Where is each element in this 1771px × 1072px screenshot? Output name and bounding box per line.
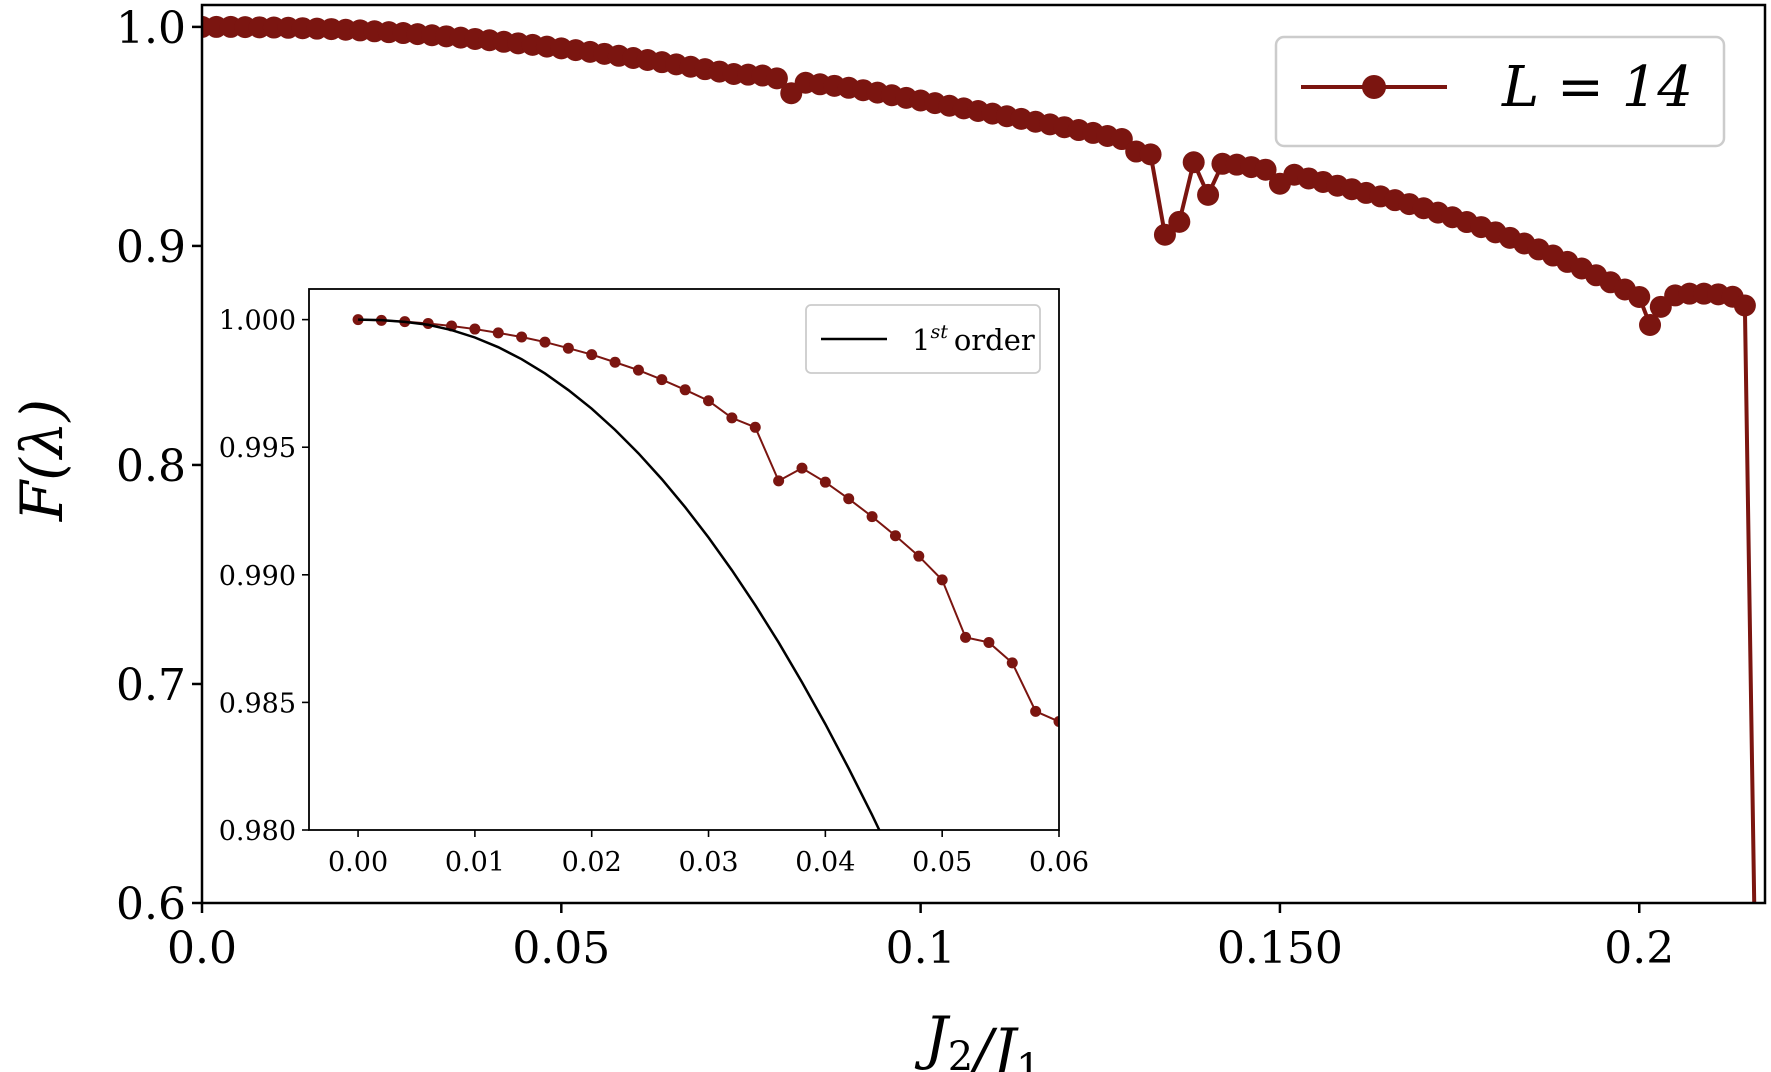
inset-data-point [773,475,785,487]
main-data-point [1110,128,1133,151]
inset-legend: 1st order [805,304,1041,374]
main-y-tick-label: 0.7 [116,660,186,711]
inset-first-order-line [358,318,881,830]
main-legend-box [1274,35,1726,148]
main-y-tick-label: 0.8 [116,441,186,492]
main-x-tick-label: 0.2 [1604,923,1674,974]
inset-data-point [843,493,855,505]
main-data-point [1153,223,1176,246]
inset-data-point [983,636,995,648]
main-x-axis-label: J2/J1 [915,1004,1042,1072]
inset-legend-box [805,304,1041,374]
inset-x-tick-label: 0.04 [795,847,855,878]
inset-data-point [703,395,715,407]
inset-data-point [866,511,878,523]
inset-data-point [749,421,761,433]
inset-data-point [819,476,831,488]
inset-data-point [632,364,644,376]
inset-y-tick-label: 0.990 [219,561,296,592]
inset-x-tick-label: 0.01 [445,847,505,878]
main-data-point [1182,151,1205,174]
inset-data-point [913,550,925,562]
main-x-tick-label: 0.1 [886,923,956,974]
inset-plot-frame [308,288,1060,831]
inset-data-point [492,327,504,339]
inset-data-point [796,462,808,474]
inset-x-tick-label: 0.03 [678,847,738,878]
inset-data-point [889,530,901,542]
inset-data-point [679,384,691,396]
inset-plot-background [309,289,1059,830]
inset-data-point [1030,705,1042,717]
main-data-point [765,67,788,90]
inset-data-point [656,374,668,386]
inset-data-point [586,349,598,361]
inset-y-tick-label: 1.000 [219,306,296,337]
main-x-tick-label: 0.0 [167,923,237,974]
inset-x-tick-label: 0.06 [1029,847,1089,878]
inset-data-point [960,631,972,643]
main-legend-marker-swatch [1362,75,1386,99]
inset-data-point [1006,657,1018,669]
main-data-point [1628,285,1651,308]
inset-y-tick-label: 0.985 [219,688,296,719]
inset-data-point [562,342,574,354]
main-data-point [1639,313,1662,336]
svg-text:F(λ): F(λ) [8,399,76,522]
main-data-point [1139,143,1162,166]
main-y-axis-label: F(λ) [8,399,76,522]
inset-legend-label: 1st order [912,321,1035,357]
inset-x-tick-label: 0.02 [562,847,622,878]
main-legend: L = 14 [1274,35,1726,148]
main-y-tick-label: 0.9 [116,222,186,273]
inset-x-tick-label: 0.05 [912,847,972,878]
main-plot-frame [200,3,1767,905]
main-data-point [1254,158,1277,181]
inset-data-point [609,356,621,368]
inset-plot: 0.00 0.01 0.02 0.03 0.04 0.05 0.06 0.980 0.985 0.… [219,288,1089,878]
inset-data-point [516,331,528,343]
main-data-point [1168,210,1191,233]
main-legend-label: L = 14 [1501,55,1693,120]
inset-x-tick-label: 0.00 [328,847,388,878]
inset-data-point [539,336,551,348]
inset-y-tick-label: 0.980 [219,816,296,847]
svg-text:J2/J1: J2/J1 [915,1004,1042,1072]
inset-data-point [726,412,738,424]
main-x-tick-label: 0.05 [512,923,610,974]
inset-data-point [936,574,948,586]
main-data-point [1733,294,1756,317]
inset-data-point [1053,716,1059,728]
inset-data-point [469,323,481,335]
main-y-tick-label: 0.6 [116,879,186,930]
inset-y-tick-label: 0.995 [219,433,296,464]
main-x-tick-label: 0.150 [1217,923,1343,974]
main-y-tick-label: 1.0 [116,3,186,54]
main-data-point [1197,183,1220,206]
